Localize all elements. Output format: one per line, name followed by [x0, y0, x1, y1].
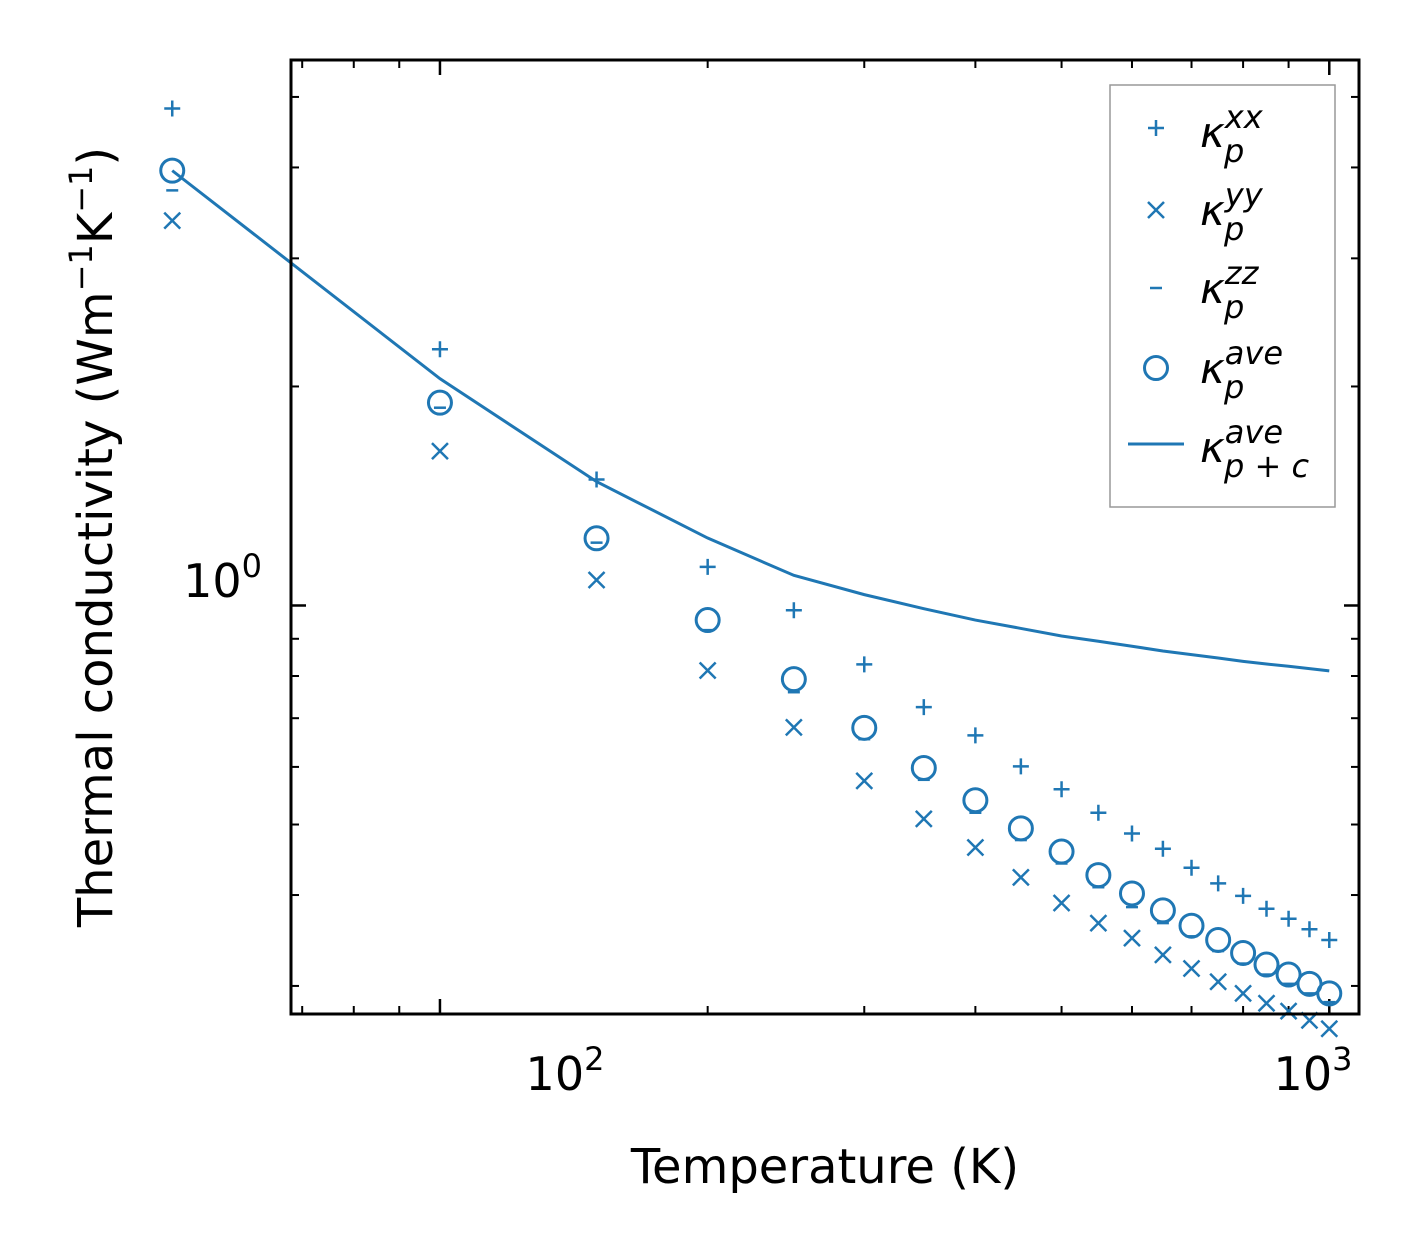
data-point-circle	[1316, 980, 1343, 1007]
series-line	[171, 169, 1330, 673]
data-point-plus	[1123, 825, 1140, 842]
data-point-plus	[1210, 875, 1227, 892]
data-point-x	[698, 661, 717, 680]
legend-markers	[1128, 120, 1184, 446]
data-point-plus	[856, 656, 873, 673]
data-point-plus	[1154, 840, 1171, 857]
data-point-x	[1123, 929, 1141, 948]
data-point-x	[1182, 959, 1201, 978]
data-point-plus	[431, 341, 448, 358]
data-point-circle	[1048, 838, 1075, 865]
data-point-plus	[1280, 910, 1297, 927]
data-point-plus	[1090, 804, 1107, 821]
legend-marker-x	[1147, 201, 1165, 219]
data-point-x	[966, 838, 985, 857]
data-point-plus	[1258, 900, 1275, 917]
legend-label-ave: κave p	[1200, 334, 1283, 406]
data-point-circle	[1149, 897, 1176, 924]
data-point-circle	[1205, 926, 1232, 953]
data-point-x	[1011, 868, 1030, 887]
data-point-x	[1279, 1002, 1298, 1021]
y-axis-title-k: K	[68, 211, 124, 244]
y-axis-title-close: )	[68, 147, 124, 166]
data-point-plus	[1301, 921, 1318, 938]
data-point-plus	[967, 727, 984, 744]
y-tick-label-1: 100	[183, 547, 262, 608]
y-axis-title-exp1: −1	[62, 244, 100, 291]
series-layer	[159, 100, 1343, 1038]
data-point-plus	[1321, 931, 1338, 948]
data-point-x	[784, 718, 803, 737]
plot-frame	[289, 58, 1361, 1016]
series-plus	[164, 100, 1338, 948]
data-point-plus	[164, 100, 181, 117]
data-point-x	[587, 571, 606, 589]
data-point-circle	[780, 666, 807, 693]
data-point-x	[1052, 894, 1071, 912]
data-point-x	[1257, 994, 1276, 1013]
data-point-x	[1320, 1019, 1339, 1038]
data-point-circle	[1118, 880, 1145, 907]
data-point-circle	[1253, 951, 1280, 978]
data-point-plus	[1053, 781, 1070, 798]
data-point-plus	[915, 699, 932, 716]
y-axis-title: Thermal conductivity (Wm−1K−1)	[62, 147, 124, 928]
x-tick-label-1000: 103	[1274, 1040, 1353, 1101]
data-point-x	[1154, 945, 1172, 964]
data-point-x	[431, 442, 449, 460]
data-point-x	[163, 211, 182, 230]
data-point-circle	[426, 389, 453, 416]
legend: κxx p κyy p κzz p κave p κave p + c	[1109, 84, 1336, 508]
data-point-circle	[159, 157, 186, 184]
data-point-plus	[699, 558, 716, 575]
data-point-circle	[1007, 815, 1034, 842]
data-point-x	[914, 809, 933, 828]
x-tick-labels: 102 103	[526, 1040, 1353, 1101]
legend-label-xx: κxx p	[1200, 98, 1264, 170]
data-point-plus	[1183, 859, 1200, 876]
legend-marker-circle	[1143, 355, 1169, 381]
legend-label-zz: κzz p	[1200, 254, 1260, 326]
legend-marker-plus	[1148, 120, 1164, 136]
data-point-circle	[1085, 862, 1112, 889]
data-point-circle	[583, 525, 610, 552]
data-point-x	[1234, 984, 1252, 1003]
y-axis-title-exp2: −1	[62, 166, 100, 213]
data-point-circle	[1230, 939, 1257, 966]
legend-label-yy: κyy p	[1200, 176, 1264, 248]
data-point-x	[855, 772, 874, 790]
x-tick-label-100: 102	[526, 1040, 605, 1101]
series-circle	[159, 157, 1343, 1007]
x-axis-title: Temperature (K)	[630, 1139, 1019, 1195]
data-point-x	[1209, 972, 1228, 991]
data-point-circle	[851, 714, 878, 741]
data-point-circle	[910, 754, 937, 781]
data-point-circle	[1275, 961, 1302, 988]
data-point-plus	[785, 602, 802, 619]
data-point-circle	[1178, 912, 1205, 939]
series-line-kappa-p-c-ave	[171, 169, 1330, 673]
data-point-x	[1089, 914, 1108, 932]
y-axis-title-main: Thermal conductivity (Wm	[68, 291, 124, 928]
data-point-circle	[694, 607, 721, 634]
data-point-plus	[1235, 887, 1252, 904]
legend-label-ave-pc: κave p + c	[1200, 413, 1309, 485]
data-point-circle	[962, 787, 989, 814]
y-tick-labels: 100	[183, 547, 262, 608]
legend-box	[1109, 84, 1336, 508]
data-point-plus	[1012, 758, 1029, 775]
